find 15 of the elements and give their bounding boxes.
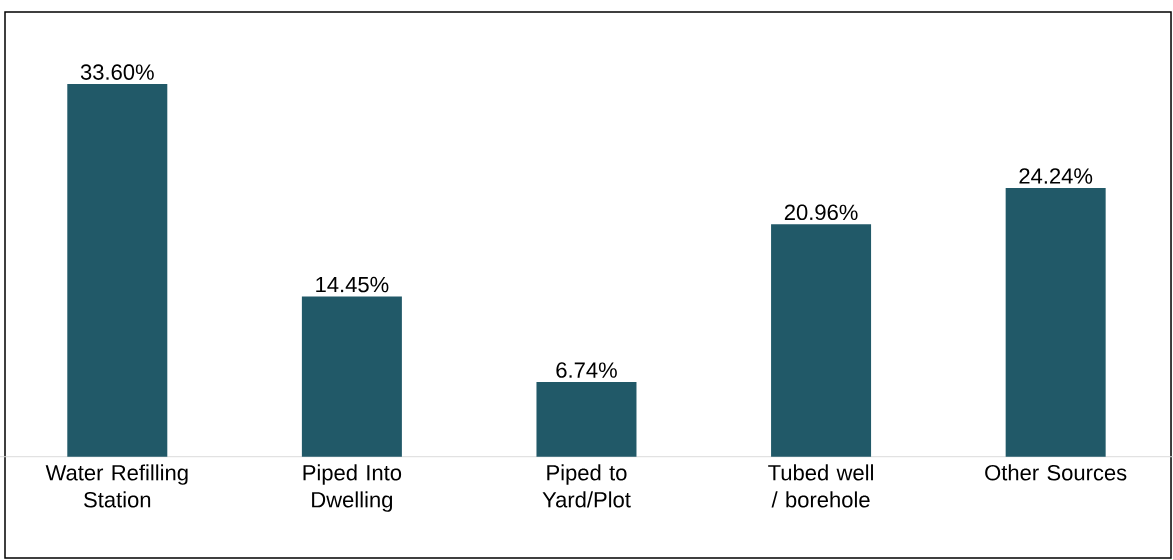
bar: [1005, 187, 1106, 457]
bar: [67, 84, 168, 457]
x-tick-label: Piped Into Dwelling: [303, 464, 402, 512]
data-label: 20.96%: [784, 204, 858, 221]
data-label: 6.74%: [556, 362, 617, 378]
bar: [536, 382, 637, 457]
bar: [771, 224, 872, 457]
data-label: 14.45%: [316, 276, 389, 293]
x-tick-label: Water Refilling Station: [45, 464, 188, 508]
data-label: 24.24%: [1019, 168, 1093, 184]
x-tick-label: Piped to Yard/Plot: [542, 464, 631, 508]
x-tick-label: Tubed well / borehole: [768, 464, 873, 508]
bar: [301, 296, 402, 457]
data-label: 33.60%: [80, 64, 154, 80]
x-tick-label: Other Sources: [985, 464, 1127, 481]
